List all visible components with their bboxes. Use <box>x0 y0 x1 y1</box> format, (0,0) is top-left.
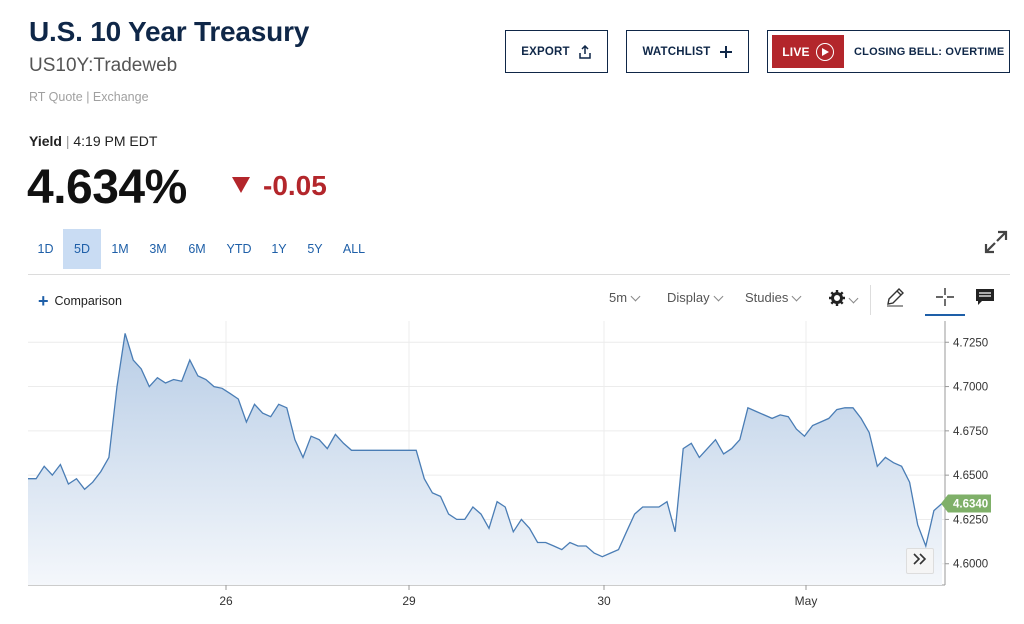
range-3m[interactable]: 3M <box>149 242 167 256</box>
play-circle-icon <box>815 42 834 61</box>
gear-icon <box>829 290 845 309</box>
chevron-down-icon <box>791 291 802 301</box>
interval-label: 5m <box>609 290 628 305</box>
x-tick-label: 26 <box>219 594 233 608</box>
range-1m[interactable]: 1M <box>111 242 129 256</box>
last-price: 4.634% <box>27 161 187 214</box>
crosshair-icon[interactable] <box>934 286 958 310</box>
y-tick-label: 4.6250 <box>953 514 988 526</box>
ticker-symbol: US10Y:Tradeweb <box>29 55 178 76</box>
studies-dropdown[interactable]: Studies <box>745 290 802 305</box>
quote-source: RT Quote | Exchange <box>29 90 149 104</box>
watchlist-label: WATCHLIST <box>642 45 711 58</box>
live-label: LIVE <box>782 44 810 59</box>
range-5d[interactable]: 5D <box>63 229 101 269</box>
studies-label: Studies <box>745 290 789 305</box>
y-tick-label: 4.6500 <box>953 470 988 482</box>
x-tick-label: 30 <box>597 594 611 608</box>
watchlist-button[interactable]: WATCHLIST <box>626 30 749 73</box>
comment-icon[interactable] <box>974 286 998 310</box>
price-change: -0.05 <box>263 170 327 201</box>
plus-icon: + <box>38 291 49 311</box>
y-tick-label: 4.6000 <box>953 559 988 571</box>
yield-chart[interactable]: 4.7250 4.7000 4.6750 4.6500 4.6250 4.6000 26 29… <box>0 318 1024 624</box>
closing-bell-label: CLOSING BELL: OVERTIME <box>854 45 1005 58</box>
scroll-forward-button[interactable] <box>906 548 934 574</box>
display-label: Display <box>667 290 710 305</box>
last-price-tag <box>941 494 991 513</box>
down-arrow-icon <box>232 177 250 193</box>
chevron-down-icon <box>630 291 641 301</box>
crosshair-active-indicator <box>925 314 965 316</box>
quote-time: 4:19 PM EDT <box>73 133 158 149</box>
live-badge: LIVE <box>772 35 844 68</box>
time-range-selector: 1D 5D 1M 3M 6M YTD 1Y 5Y ALL <box>28 229 375 269</box>
range-all[interactable]: ALL <box>342 242 366 256</box>
chevron-down-icon <box>848 293 859 303</box>
last-price-label: 4.6340 <box>953 498 988 510</box>
range-1d[interactable]: 1D <box>37 242 54 256</box>
y-tick-label: 4.6750 <box>953 426 988 438</box>
yield-time-label: Yield | 4:19 PM EDT <box>29 133 158 149</box>
comparison-label: Comparison <box>54 294 122 308</box>
range-1y[interactable]: 1Y <box>271 242 287 256</box>
x-tick-label: 29 <box>402 594 416 608</box>
expand-icon[interactable] <box>983 229 1009 255</box>
plus-icon <box>719 45 733 59</box>
chevron-down-icon <box>713 291 724 301</box>
section-divider <box>28 274 1010 275</box>
yield-label: Yield <box>29 133 62 149</box>
export-label: EXPORT <box>521 45 570 58</box>
export-button[interactable]: EXPORT <box>505 30 608 73</box>
double-chevron-icon <box>913 552 927 570</box>
range-6m[interactable]: 6M <box>188 242 206 256</box>
range-ytd[interactable]: YTD <box>226 242 252 256</box>
y-tick-label: 4.7250 <box>953 337 988 349</box>
series-area <box>28 333 942 585</box>
display-dropdown[interactable]: Display <box>667 290 724 305</box>
toolbar-separator <box>870 285 871 315</box>
add-comparison-button[interactable]: + Comparison <box>38 291 122 311</box>
pencil-icon[interactable] <box>884 286 908 310</box>
y-tick-label: 4.7000 <box>953 382 988 394</box>
series-line <box>28 333 943 558</box>
share-icon <box>578 44 592 59</box>
settings-dropdown[interactable] <box>829 290 859 309</box>
page-title: U.S. 10 Year Treasury <box>29 16 310 47</box>
range-5y[interactable]: 5Y <box>307 242 323 256</box>
live-closing-bell-button[interactable]: LIVE CLOSING BELL: OVERTIME <box>767 30 1010 73</box>
x-tick-label: May <box>795 594 818 608</box>
interval-dropdown[interactable]: 5m <box>609 290 641 305</box>
